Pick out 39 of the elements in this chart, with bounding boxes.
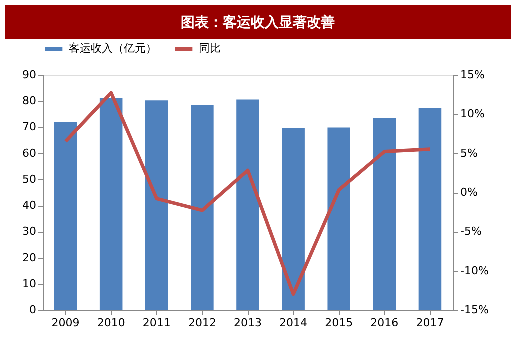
y-tick-label: 60	[22, 146, 36, 160]
bar	[373, 118, 396, 310]
y2-tick-label: -10%	[460, 264, 489, 278]
x-tick-label: 2017	[416, 316, 444, 330]
bar	[282, 128, 305, 310]
chart-title: 图表：客运收入显著改善	[181, 14, 335, 31]
bar	[236, 100, 260, 310]
x-tick-label: 2013	[234, 316, 262, 330]
y2-tick-label: 0%	[460, 186, 478, 199]
y-tick-label: 40	[22, 199, 36, 212]
y2-tick-label: 5%	[460, 146, 478, 160]
y-tick-label: 90	[22, 68, 36, 82]
y-tick-label: 0	[30, 304, 36, 316]
x-tick-label: 2016	[370, 316, 399, 330]
y2-tick-label: -5%	[460, 225, 482, 238]
x-tick-label: 2011	[142, 316, 171, 330]
bar	[418, 108, 442, 310]
x-tick-label: 2014	[280, 316, 308, 330]
y-tick-label: 70	[22, 120, 36, 134]
y2-tick-label: 10%	[460, 108, 485, 121]
bar	[100, 98, 123, 310]
y-tick-label: 50	[22, 172, 36, 186]
x-tick-label: 2015	[325, 316, 354, 330]
legend-label: 客运收入（亿元）	[69, 42, 157, 55]
y-tick-label: 80	[22, 94, 36, 108]
y2-tick-label: 15%	[460, 68, 485, 82]
line-series	[64, 91, 432, 296]
x-tick-label: 2012	[188, 316, 216, 330]
y2-tick-label: -15%	[460, 304, 489, 316]
x-tick-label: 2009	[52, 316, 80, 330]
x-tick-label: 2010	[97, 316, 126, 330]
legend-label: 同比	[199, 42, 221, 55]
bar	[191, 106, 214, 310]
bar	[328, 128, 350, 310]
bar	[54, 122, 78, 310]
bar	[146, 100, 168, 310]
y-tick-label: 30	[22, 225, 36, 238]
y-tick-label: 20	[22, 251, 36, 264]
y-tick-label: 10	[22, 277, 36, 290]
